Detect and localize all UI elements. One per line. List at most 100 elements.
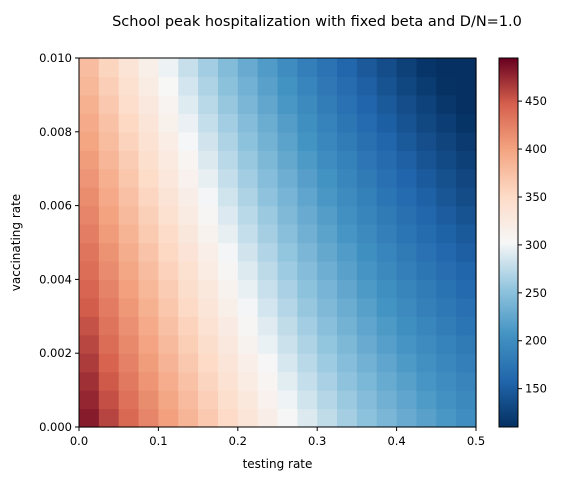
heatmap-cell (436, 279, 457, 299)
heatmap-cell (297, 260, 318, 280)
heatmap-cell (317, 371, 338, 391)
heatmap-cell (317, 408, 338, 428)
heatmap-cell (277, 390, 298, 410)
heatmap-cell (456, 131, 477, 151)
heatmap-cell (376, 131, 398, 151)
heatmap-cell (217, 260, 239, 280)
heatmap-cell (158, 94, 179, 114)
heatmap-cell (118, 408, 140, 428)
heatmap-cell (436, 353, 457, 373)
heatmap-cell (178, 205, 199, 225)
heatmap-cell (317, 297, 338, 317)
heatmap-cell (257, 113, 279, 133)
heatmap-cell (237, 131, 259, 151)
heatmap-cell (277, 408, 298, 428)
y-axis-label: vaccinating rate (9, 194, 23, 291)
colorbar-tick-label: 350 (525, 190, 547, 204)
x-tick-label: 0.2 (229, 434, 247, 448)
heatmap-cell (257, 279, 279, 299)
heatmap-cell (237, 371, 259, 391)
heatmap-cell (257, 205, 279, 225)
x-axis-ticks: 0.0 0.1 0.2 0.3 0.4 0.5 (70, 427, 485, 448)
heatmap-cell (178, 224, 199, 244)
colorbar-tick-label: 450 (525, 94, 547, 108)
heatmap-cell (396, 408, 418, 428)
heatmap-cell (456, 76, 477, 96)
heatmap-cell (79, 205, 100, 225)
heatmap-cell (217, 205, 239, 225)
heatmap-cell (277, 76, 298, 96)
heatmap-cell (396, 113, 418, 133)
heatmap-cell (118, 279, 140, 299)
heatmap-cell (98, 408, 120, 428)
heatmap-cell (118, 260, 140, 280)
heatmap-cell (297, 371, 318, 391)
heatmap-cell (98, 297, 120, 317)
heatmap-cell (178, 113, 199, 133)
heatmap-cell (396, 260, 418, 280)
heatmap-cell (436, 205, 457, 225)
heatmap-cell (277, 242, 298, 262)
heatmap-cell (198, 334, 219, 354)
heatmap-cell (178, 408, 199, 428)
heatmap-cell (118, 390, 140, 410)
heatmap-cell (198, 353, 219, 373)
heatmap-cell (198, 371, 219, 391)
heatmap-cell (198, 94, 219, 114)
heatmap-cell (436, 187, 457, 207)
colorbar-tick-label: 400 (525, 142, 547, 156)
heatmap-cell (317, 260, 338, 280)
heatmap-cell (297, 131, 318, 151)
heatmap-cell (217, 94, 239, 114)
heatmap-cell (198, 113, 219, 133)
heatmap-cell (217, 150, 239, 170)
heatmap-cell (257, 150, 279, 170)
heatmap-cell (356, 76, 378, 96)
heatmap-cell (376, 279, 398, 299)
heatmap-cell (297, 353, 318, 373)
heatmap-cell (198, 279, 219, 299)
heatmap-cell (356, 242, 378, 262)
heatmap-cell (257, 353, 279, 373)
heatmap-cell (337, 353, 358, 373)
heatmap-cell (79, 58, 100, 78)
colorbar-tick-label: 200 (525, 334, 547, 348)
heatmap-cell (257, 242, 279, 262)
heatmap-cell (436, 408, 457, 428)
heatmap-cell (98, 242, 120, 262)
heatmap-cell (217, 408, 239, 428)
heatmap-cell (198, 408, 219, 428)
heatmap-cell (376, 390, 398, 410)
heatmap-cell (456, 260, 477, 280)
heatmap-cell (217, 76, 239, 96)
heatmap-cell (436, 131, 457, 151)
heatmap-cell (158, 58, 179, 78)
heatmap-cell (416, 58, 437, 78)
heatmap-cell (297, 334, 318, 354)
heatmap-cell (158, 205, 179, 225)
heatmap-cell (297, 58, 318, 78)
chart-title: School peak hospitalization with fixed b… (112, 14, 522, 30)
heatmap-cell (416, 187, 437, 207)
heatmap-cell (257, 76, 279, 96)
heatmap-cell (376, 334, 398, 354)
heatmap-cell (158, 242, 179, 262)
heatmap-cell (118, 316, 140, 336)
heatmap-cell (396, 187, 418, 207)
heatmap-cell (217, 334, 239, 354)
heatmap-cell (416, 260, 437, 280)
heatmap-cell (396, 279, 418, 299)
heatmap-cell (217, 242, 239, 262)
heatmap-cell (456, 224, 477, 244)
heatmap-cell (376, 224, 398, 244)
x-tick-label: 0.1 (149, 434, 167, 448)
heatmap-cell (317, 316, 338, 336)
heatmap-cell (138, 58, 159, 78)
heatmap-cell (198, 224, 219, 244)
heatmap-cell (118, 353, 140, 373)
heatmap-cell (317, 353, 338, 373)
colorbar-tick-label: 150 (525, 382, 547, 396)
heatmap-cell (118, 76, 140, 96)
heatmap-cell (356, 113, 378, 133)
heatmap-cell (436, 94, 457, 114)
